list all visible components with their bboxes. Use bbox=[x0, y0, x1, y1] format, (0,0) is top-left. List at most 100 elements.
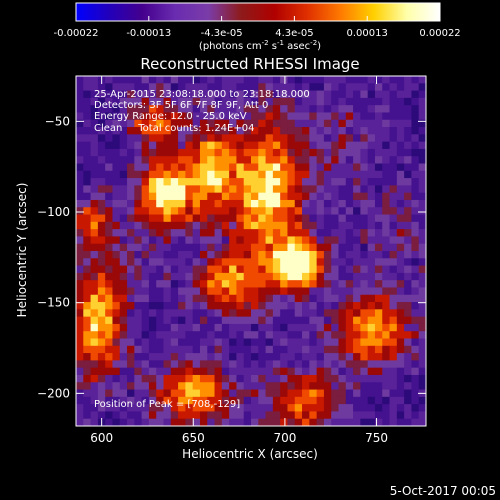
heatmap-cell bbox=[251, 374, 259, 383]
heatmap-cell bbox=[97, 404, 106, 412]
heatmap-cell bbox=[163, 280, 172, 288]
heatmap-cell bbox=[251, 163, 259, 172]
heatmap-cell bbox=[316, 112, 325, 121]
heatmap-cell bbox=[374, 97, 383, 106]
heatmap-cell bbox=[353, 207, 361, 215]
heatmap-cell bbox=[97, 163, 106, 172]
heatmap-cell bbox=[360, 207, 369, 215]
heatmap-cell bbox=[141, 272, 150, 281]
heatmap-cell bbox=[302, 178, 310, 186]
heatmap-cell bbox=[280, 258, 288, 266]
heatmap-cell bbox=[272, 105, 281, 113]
heatmap-cell bbox=[411, 345, 420, 354]
heatmap-cell bbox=[265, 345, 274, 354]
heatmap-cell bbox=[214, 236, 223, 245]
heatmap-cell bbox=[134, 367, 143, 376]
heatmap-cell bbox=[163, 97, 172, 106]
heatmap-cell bbox=[258, 258, 266, 266]
heatmap-cell bbox=[323, 112, 332, 121]
heatmap-cell bbox=[127, 214, 135, 223]
heatmap-cell bbox=[214, 280, 223, 288]
heatmap-cell bbox=[258, 316, 266, 325]
heatmap-cell bbox=[90, 374, 99, 383]
heatmap-cell bbox=[272, 243, 281, 252]
heatmap-cell bbox=[163, 389, 172, 398]
heatmap-cell bbox=[382, 302, 390, 310]
heatmap-cell bbox=[156, 287, 164, 296]
heatmap-cell bbox=[229, 389, 237, 398]
heatmap-cell bbox=[236, 83, 245, 91]
heatmap-cell bbox=[134, 280, 143, 288]
heatmap-cell bbox=[170, 345, 179, 354]
heatmap-cell bbox=[178, 418, 186, 426]
heatmap-cell bbox=[105, 185, 113, 194]
heatmap-cell bbox=[76, 163, 84, 172]
heatmap-cell bbox=[243, 338, 252, 347]
heatmap-cell bbox=[396, 367, 405, 376]
heatmap-cell bbox=[302, 316, 310, 325]
heatmap-cell bbox=[148, 287, 157, 296]
heatmap-cell bbox=[243, 97, 252, 106]
heatmap-cell bbox=[251, 360, 259, 369]
heatmap-cell bbox=[76, 170, 84, 179]
heatmap-cell bbox=[156, 389, 164, 398]
heatmap-cell bbox=[316, 323, 325, 332]
heatmap-cell bbox=[280, 251, 288, 259]
heatmap-cell bbox=[265, 192, 274, 201]
heatmap-cell bbox=[141, 345, 150, 354]
heatmap-cell bbox=[243, 418, 252, 426]
heatmap-cell bbox=[83, 163, 91, 172]
annotation-time-range: 25-Apr-2015 23:08:18.000 to 23:18:18.000 bbox=[94, 89, 310, 100]
heatmap-cell bbox=[338, 192, 347, 201]
heatmap-cell bbox=[353, 360, 361, 369]
heatmap-cell bbox=[83, 229, 91, 237]
heatmap-cell bbox=[148, 221, 157, 230]
heatmap-cell bbox=[127, 141, 135, 150]
heatmap-cell bbox=[199, 360, 208, 369]
heatmap-cell bbox=[316, 214, 325, 223]
heatmap-cell bbox=[382, 112, 390, 121]
heatmap-cell bbox=[316, 192, 325, 201]
heatmap-cell bbox=[127, 258, 135, 266]
heatmap-cell bbox=[287, 199, 296, 208]
heatmap-cell bbox=[367, 323, 376, 332]
heatmap-cell bbox=[389, 258, 398, 266]
heatmap-cell bbox=[389, 367, 398, 376]
heatmap-cell bbox=[382, 192, 390, 201]
heatmap-cell bbox=[272, 170, 281, 179]
heatmap-cell bbox=[170, 280, 179, 288]
heatmap-cell bbox=[258, 178, 266, 186]
heatmap-cell bbox=[148, 272, 157, 281]
heatmap-cell bbox=[258, 323, 266, 332]
heatmap-cell bbox=[411, 382, 420, 390]
heatmap-cell bbox=[338, 258, 347, 266]
heatmap-cell bbox=[302, 185, 310, 194]
heatmap-cell bbox=[83, 309, 91, 318]
heatmap-cell bbox=[207, 323, 215, 332]
heatmap-cell bbox=[331, 185, 339, 194]
heatmap-cell bbox=[294, 119, 303, 128]
heatmap-cell bbox=[382, 207, 390, 215]
heatmap-cell bbox=[119, 97, 128, 106]
heatmap-cell bbox=[163, 214, 172, 223]
heatmap-cell bbox=[331, 396, 339, 405]
heatmap-cell bbox=[134, 338, 143, 347]
heatmap-cell bbox=[192, 360, 201, 369]
heatmap-cell bbox=[76, 382, 84, 390]
heatmap-cell bbox=[112, 272, 121, 281]
heatmap-cell bbox=[316, 265, 325, 274]
heatmap-cell bbox=[134, 345, 143, 354]
heatmap-cell bbox=[418, 148, 426, 157]
heatmap-cell bbox=[302, 411, 310, 420]
heatmap-cell bbox=[199, 280, 208, 288]
heatmap-cell bbox=[345, 367, 354, 376]
heatmap-cell bbox=[141, 251, 150, 259]
heatmap-cell bbox=[199, 272, 208, 281]
heatmap-cell bbox=[272, 309, 281, 318]
heatmap-cell bbox=[338, 207, 347, 215]
heatmap-cell bbox=[338, 148, 347, 157]
heatmap-cell bbox=[323, 382, 332, 390]
heatmap-cell bbox=[331, 374, 339, 383]
heatmap-cell bbox=[272, 214, 281, 223]
heatmap-cell bbox=[105, 192, 113, 201]
